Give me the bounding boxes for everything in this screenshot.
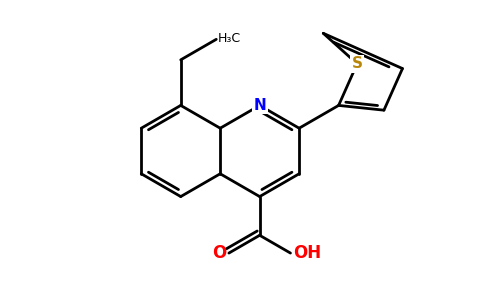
Text: S: S [352, 56, 363, 71]
Text: N: N [253, 98, 266, 113]
Text: O: O [212, 244, 226, 262]
Text: H₃C: H₃C [218, 32, 242, 45]
Text: OH: OH [293, 244, 321, 262]
